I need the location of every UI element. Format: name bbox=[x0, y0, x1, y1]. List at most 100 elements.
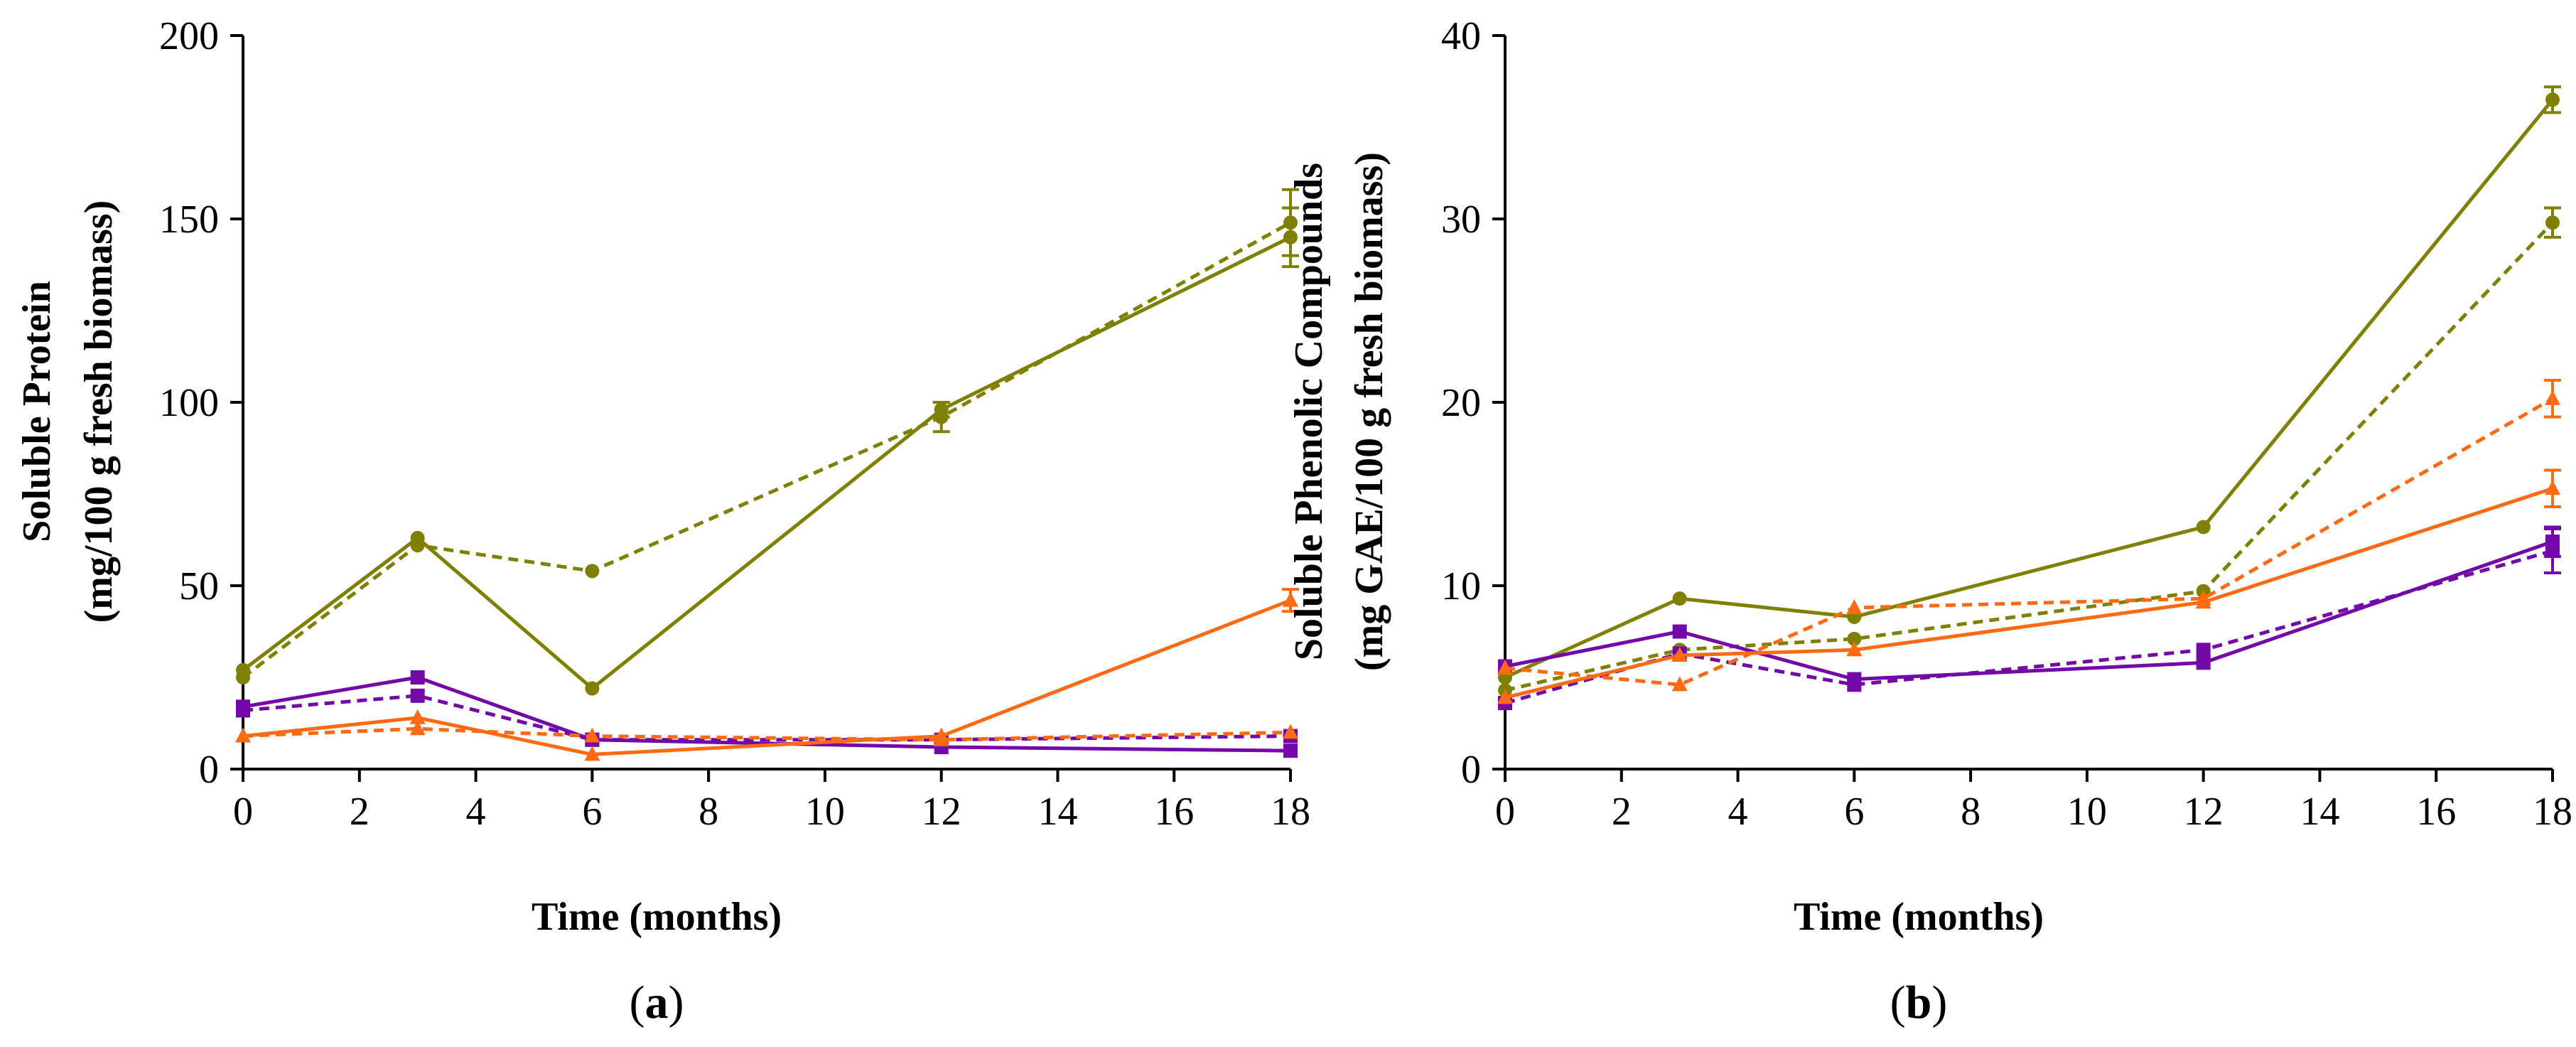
panel-b-point-circle bbox=[2545, 92, 2560, 107]
panel-a-point-triangle bbox=[235, 727, 251, 743]
panel-a-point-circle bbox=[934, 409, 949, 424]
panel-a-x-tick-label: 0 bbox=[233, 790, 253, 834]
panel-a-y-tick-label: 50 bbox=[179, 564, 219, 608]
panel-a-soluble-protein-chart: Soluble Protein (mg/100 g fresh biomass)… bbox=[15, 14, 1310, 1029]
panel-a-y-tick-label: 150 bbox=[159, 198, 219, 242]
panel-b-point-circle bbox=[1672, 591, 1687, 606]
panel-a-x-tick-label: 12 bbox=[922, 790, 961, 834]
panel-b-point-triangle bbox=[1846, 598, 1863, 614]
panel-b-point-triangle bbox=[1671, 647, 1688, 662]
panel-b-point-circle bbox=[2545, 215, 2560, 230]
panel-b-series-olive-dashed bbox=[1498, 206, 2561, 698]
panel-a-ticks: 0 2 4 6 8 10 12 14 16 18 0 50 100 150 200 bbox=[159, 14, 1310, 834]
panel-b-x-tick-label: 14 bbox=[2300, 790, 2339, 834]
panel-b-y-tick-label: 30 bbox=[1441, 198, 1481, 242]
panel-a-x-tick-label: 14 bbox=[1038, 790, 1077, 834]
panel-b-y-tick-label: 40 bbox=[1441, 14, 1481, 58]
panel-a-point-square bbox=[1283, 743, 1298, 758]
panel-b-y-tick-label: 10 bbox=[1441, 564, 1481, 608]
panel-b-y-axis-title-line1: Soluble Phenolic Compounds bbox=[1287, 163, 1331, 660]
panel-a-point-circle bbox=[585, 681, 600, 696]
panel-a-point-triangle bbox=[584, 746, 600, 761]
panel-b-series bbox=[1497, 85, 2561, 711]
panel-b-point-circle bbox=[2196, 520, 2211, 535]
panel-a-point-triangle bbox=[1283, 724, 1298, 739]
panel-b-x-tick-label: 18 bbox=[2533, 790, 2572, 834]
panel-a-x-tick-label: 6 bbox=[582, 790, 602, 834]
panel-a-point-circle bbox=[1283, 215, 1298, 230]
panel-b-x-tick-label: 10 bbox=[2067, 790, 2107, 834]
panel-b-soluble-phenolic-chart: Soluble Phenolic Compounds (mg GAE/100 g… bbox=[1287, 14, 2572, 1029]
panel-b-x-tick-label: 8 bbox=[1961, 790, 1980, 834]
panel-a-x-tick-label: 10 bbox=[805, 790, 845, 834]
panel-a-series-olive-dashed bbox=[236, 188, 1299, 684]
panel-b-point-square bbox=[2196, 655, 2211, 670]
panel-a-point-triangle bbox=[933, 731, 949, 746]
panel-a-point-triangle bbox=[409, 720, 426, 736]
panel-b-x-tick-label: 0 bbox=[1495, 790, 1515, 834]
panel-a-label: (a) bbox=[630, 977, 684, 1029]
panel-a-x-tick-label: 4 bbox=[466, 790, 486, 834]
panel-b-line-orange-solid bbox=[1504, 486, 2553, 699]
panel-a-series-orange-dashed bbox=[235, 720, 1298, 746]
panel-b-point-square bbox=[1672, 624, 1687, 639]
panel-a-y-axis-title-line1: Soluble Protein bbox=[15, 281, 59, 542]
panel-b-point-triangle bbox=[2545, 480, 2560, 495]
panel-a-x-tick-label: 16 bbox=[1154, 790, 1194, 834]
panel-a-series-orange-solid bbox=[235, 588, 1299, 761]
panel-b-series-orange-solid bbox=[1497, 468, 2561, 704]
panel-a-line-orange-solid bbox=[242, 598, 1291, 756]
panel-a-line-olive-solid bbox=[242, 235, 1292, 690]
panel-a-series-olive-solid bbox=[236, 206, 1299, 696]
panel-b-point-triangle bbox=[1846, 641, 1863, 657]
panel-b-point-triangle bbox=[2545, 390, 2560, 405]
panel-a-x-tick-label: 2 bbox=[350, 790, 370, 834]
panel-b-x-axis-title: Time (months) bbox=[1794, 895, 2044, 939]
panel-a-y-axis-title-line2: (mg/100 g fresh biomass) bbox=[77, 200, 121, 623]
panel-b-ticks: 0 2 4 6 8 10 12 14 16 18 0 10 20 30 40 bbox=[1441, 14, 2572, 834]
panel-b-point-triangle bbox=[1497, 660, 1513, 675]
panel-a-point-square bbox=[410, 670, 425, 684]
panel-a-y-tick-label: 200 bbox=[159, 14, 219, 58]
panel-a-letter: a bbox=[645, 977, 669, 1029]
panel-a-point-circle bbox=[410, 538, 425, 553]
panel-a-point-triangle bbox=[584, 727, 600, 743]
panel-b-point-triangle bbox=[2195, 590, 2211, 606]
panel-b-series-orange-dashed bbox=[1497, 379, 2561, 692]
panel-b-point-square bbox=[2196, 643, 2211, 657]
panel-b-x-tick-label: 6 bbox=[1844, 790, 1864, 834]
panel-b-point-triangle bbox=[1671, 676, 1688, 692]
panel-a-point-triangle bbox=[409, 709, 426, 724]
panel-b-line-orange-dashed bbox=[1504, 397, 2554, 687]
panel-a-point-triangle bbox=[1283, 591, 1298, 607]
panel-a-point-square bbox=[410, 688, 425, 703]
panel-b-y-tick-label: 20 bbox=[1441, 381, 1481, 425]
panel-a-y-tick-label: 0 bbox=[199, 748, 219, 792]
panel-a-point-circle bbox=[585, 564, 600, 579]
panel-b-point-triangle bbox=[1497, 689, 1513, 704]
panel-a-y-tick-label: 100 bbox=[159, 381, 219, 425]
panel-a-line-orange-dashed bbox=[242, 726, 1291, 742]
panel-a-point-circle bbox=[236, 670, 250, 684]
panel-b-point-square bbox=[2545, 543, 2560, 558]
panel-b-y-tick-label: 0 bbox=[1461, 748, 1481, 792]
panel-b-label: (b) bbox=[1890, 977, 1948, 1029]
panel-a-line-olive-dashed bbox=[242, 221, 1292, 679]
panel-b-x-tick-label: 2 bbox=[1612, 790, 1632, 834]
panel-a-x-tick-label: 18 bbox=[1271, 790, 1310, 834]
panel-b-point-square bbox=[1847, 677, 1862, 692]
panel-b-y-axis-title-line2: (mg GAE/100 g fresh biomass) bbox=[1347, 152, 1391, 671]
panel-b-series-olive-solid bbox=[1498, 85, 2561, 684]
panel-a-point-square bbox=[236, 703, 250, 718]
panel-b-letter: b bbox=[1906, 977, 1932, 1029]
panel-a-x-axis-title: Time (months) bbox=[532, 895, 782, 939]
panel-b-x-tick-label: 12 bbox=[2184, 790, 2224, 834]
panel-b-x-tick-label: 16 bbox=[2416, 790, 2456, 834]
panel-b-x-tick-label: 4 bbox=[1728, 790, 1748, 834]
panel-b-point-circle bbox=[1847, 631, 1862, 646]
panel-b-line-olive-dashed bbox=[1504, 221, 2554, 692]
panel-a-x-tick-label: 8 bbox=[699, 790, 718, 834]
panel-a-line-purple-dashed bbox=[242, 694, 1291, 742]
panel-a-series bbox=[235, 188, 1299, 761]
